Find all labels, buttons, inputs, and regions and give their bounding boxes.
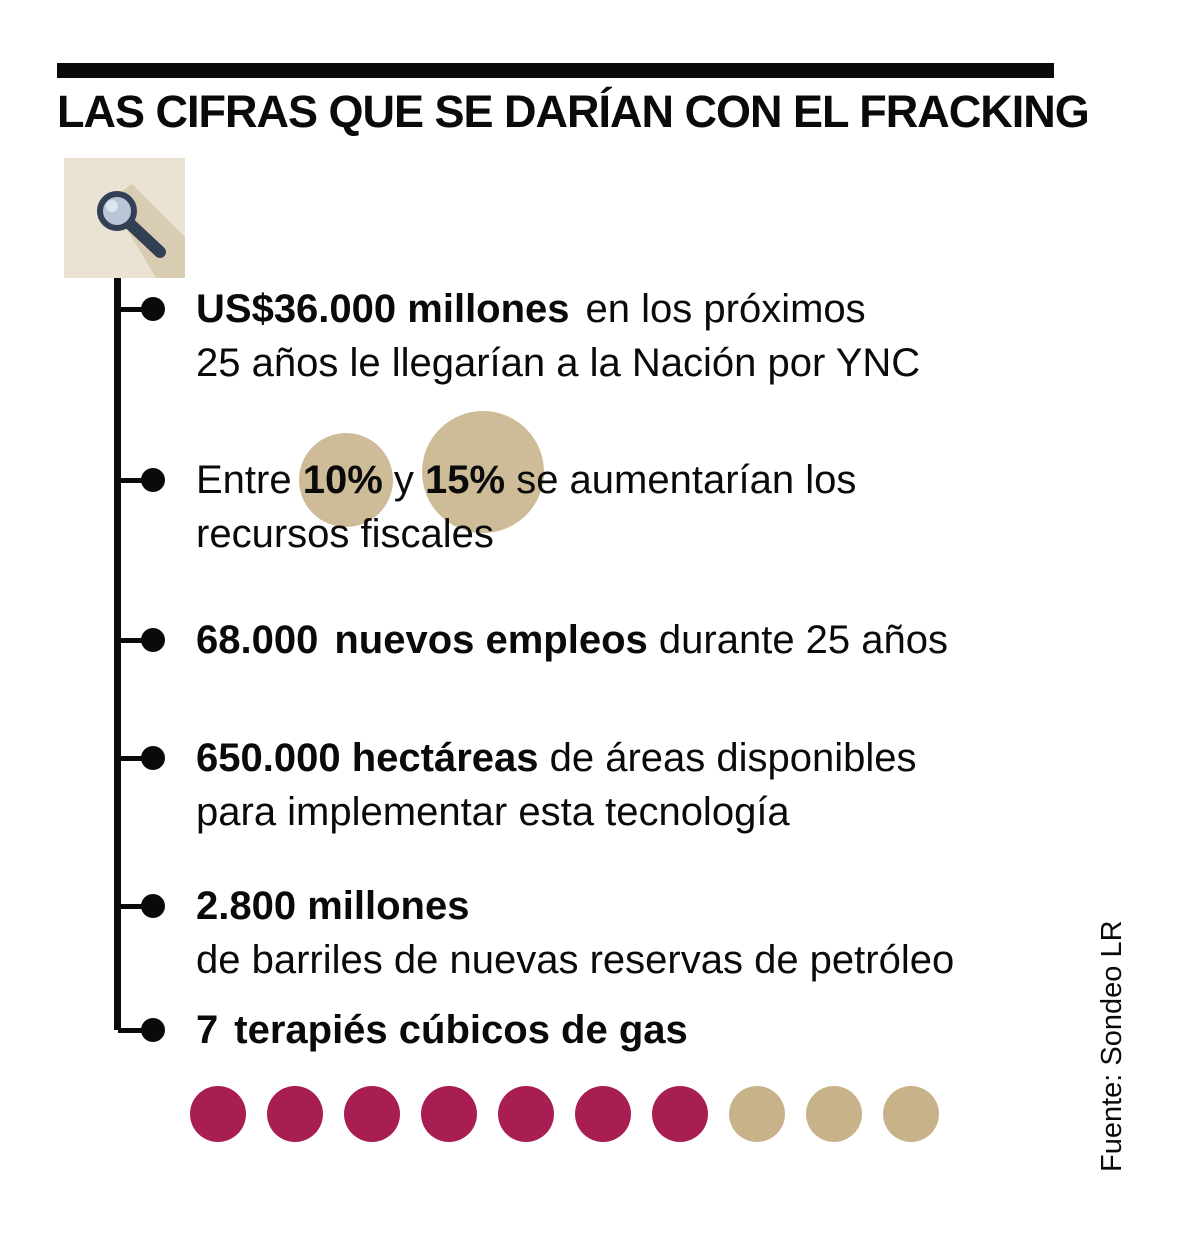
stat-text: y — [382, 458, 426, 502]
tick — [118, 904, 146, 909]
stat-value: 2.800 millones — [196, 884, 470, 928]
stat-item-hectareas: 650.000 hectáreas de áreas disponibles p… — [196, 731, 917, 839]
dot-muted — [806, 1086, 862, 1142]
dots-row — [190, 1086, 939, 1142]
bullet-marker — [141, 894, 165, 918]
stat-value: 15% — [425, 458, 506, 502]
stat-text: en los próximos — [585, 287, 866, 331]
top-rule — [57, 63, 1054, 78]
dot-filled — [190, 1086, 246, 1142]
stat-item-recursos-fiscales: Entre 10% y 15% se aumentarían los recur… — [196, 453, 856, 561]
stat-value: 650.000 hectáreas — [196, 736, 539, 780]
bullet-marker — [141, 1018, 165, 1042]
stat-line: para implementar esta tecnología — [196, 790, 790, 834]
tick — [118, 638, 146, 643]
dot-filled — [575, 1086, 631, 1142]
stat-line: US$36.000 millones en los próximos — [196, 282, 920, 336]
tick — [118, 478, 146, 483]
bullet-marker — [141, 468, 165, 492]
dot-muted — [883, 1086, 939, 1142]
dot-filled — [498, 1086, 554, 1142]
stat-text: se aumentarían los — [505, 458, 857, 502]
bullet-marker — [141, 297, 165, 321]
stat-value: 10% — [302, 458, 383, 502]
magnifier-icon-box — [64, 158, 185, 278]
stat-line: de barriles de nuevas reservas de petról… — [196, 938, 955, 982]
accent-circle-10pct — [299, 433, 393, 527]
magnifier-icon — [97, 184, 185, 278]
stat-line: 7 terapiés cúbicos de gas — [196, 1003, 688, 1057]
stat-text: nuevos empleos — [334, 618, 648, 662]
stat-line: 2.800 millones — [196, 879, 954, 933]
stat-line: 25 años le llegarían a la Nación por YNC — [196, 341, 921, 385]
dot-muted — [729, 1086, 785, 1142]
tick — [118, 1028, 146, 1033]
dot-filled — [652, 1086, 708, 1142]
stat-line: Entre 10% y 15% se aumentarían los — [196, 453, 856, 507]
stat-value: US$36.000 millones — [196, 287, 570, 331]
stat-text: terapiés cúbicos de gas — [234, 1008, 688, 1052]
stat-value: 68.000 — [196, 618, 319, 662]
stat-text: durante 25 años — [647, 618, 949, 662]
dot-filled — [267, 1086, 323, 1142]
tick — [118, 756, 146, 761]
dot-filled — [344, 1086, 400, 1142]
dot-filled — [421, 1086, 477, 1142]
source-credit: Fuente: Sondeo LR — [1096, 920, 1128, 1172]
stat-item-barriles: 2.800 millones de barriles de nuevas res… — [196, 879, 954, 987]
timeline-spine — [114, 278, 121, 1030]
stat-text: Entre — [196, 458, 303, 502]
stat-line: 68.000 nuevos empleos durante 25 años — [196, 613, 948, 667]
bullet-marker — [141, 628, 165, 652]
bullet-marker — [141, 746, 165, 770]
accent-circle-15pct — [422, 411, 544, 533]
stat-text: de áreas disponibles — [538, 736, 917, 780]
stat-line: recursos fiscales — [196, 512, 494, 556]
stat-item-ync: US$36.000 millones en los próximos 25 año… — [196, 282, 920, 390]
stat-line: 650.000 hectáreas de áreas disponibles — [196, 731, 917, 785]
stat-value: 7 — [196, 1008, 219, 1052]
stat-item-gas: 7 terapiés cúbicos de gas — [196, 1003, 688, 1057]
page-title: LAS CIFRAS QUE SE DARÍAN CON EL FRACKING — [57, 86, 1090, 137]
stat-item-empleos: 68.000 nuevos empleos durante 25 años — [196, 613, 948, 667]
tick — [118, 307, 146, 312]
